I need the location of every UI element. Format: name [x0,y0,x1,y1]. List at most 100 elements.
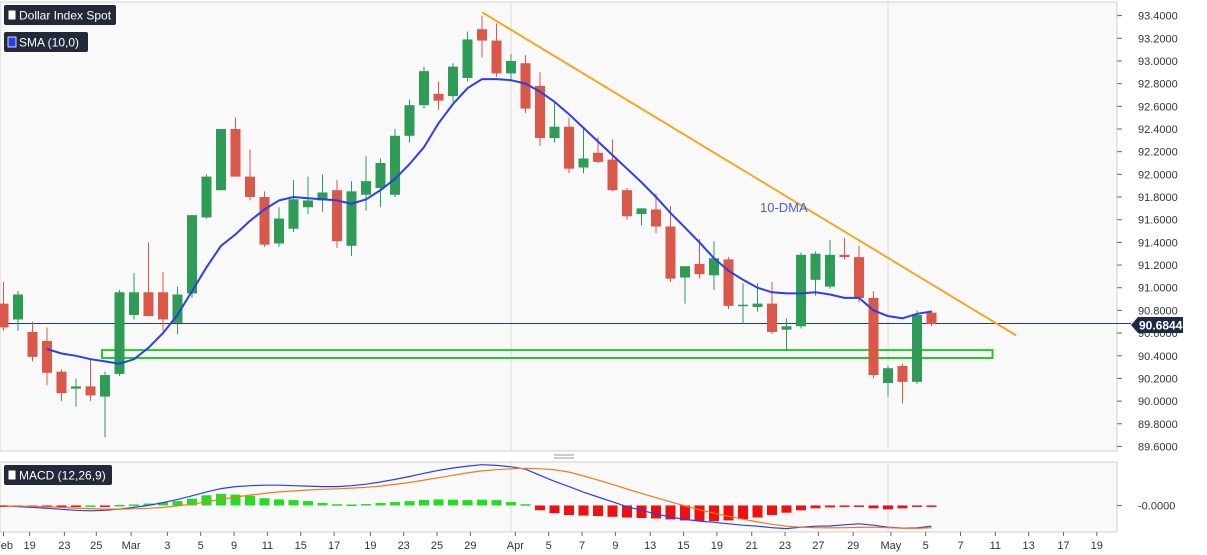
x-tick-label: 19 [364,540,376,552]
candle-body [390,135,400,195]
x-tick-label: 5 [546,540,552,552]
macd-line [3,464,932,530]
x-tick-label: Mar [122,540,141,552]
candle-body [926,312,937,325]
macd-histogram-bar [404,501,415,506]
macd-label: MACD (12,26,9) [4,465,112,485]
x-tick-label: 15 [295,540,307,552]
y-tick-label: 92.0000 [1138,169,1178,181]
candle-body [245,176,255,198]
macd-histogram-bar [303,501,313,506]
resistance-trendline [481,11,1017,337]
macd-indicator-label: MACD (12,26,9) [19,469,106,483]
candle-body [839,254,850,258]
y-tick-label: 93.2000 [1138,33,1178,45]
macd-histogram-bar [158,502,168,506]
candle-body [13,294,23,320]
x-tick-label: 13 [1023,540,1035,552]
macd-histogram-bar [767,505,777,516]
y-tick-label: 92.8000 [1138,79,1178,91]
candle-body [230,128,241,177]
macd-histogram-bar [897,505,908,509]
y-tick-label: 90.0000 [1138,396,1178,408]
candle-body [535,85,545,139]
macd-histogram-bar [332,504,342,506]
candle-body [752,303,763,308]
macd-panel: -0.0000 [0,461,1175,533]
candle-body [506,60,516,74]
macd-histogram-bar [419,499,429,506]
candle-body [810,253,821,280]
y-tick-label: 89.8000 [1138,419,1178,431]
macd-histogram-bar [172,501,183,506]
candle-body [477,29,487,41]
candle-body [346,191,357,246]
x-tick-label: 7 [579,540,585,552]
macd-histogram-bar [462,500,473,506]
macd-histogram-bar [854,505,864,507]
macd-histogram-bar [578,505,589,516]
y-tick-label: 91.8000 [1138,192,1178,204]
y-tick-label: 93.4000 [1138,11,1178,23]
x-tick-label: 21 [746,540,758,552]
macd-histogram-bar [839,505,850,507]
macd-histogram-bar [636,505,647,518]
candle-body [303,200,313,208]
macd-histogram-bar [796,505,806,511]
candle-body [665,226,676,279]
x-tick-label: 9 [231,540,237,552]
x-tick-label: 15 [677,540,689,552]
candle-body [549,126,560,139]
candle-body [462,39,473,78]
candle-body [143,292,154,317]
macd-histogram-bar [810,505,821,509]
candle-body [622,190,632,217]
candle-body [607,159,618,191]
candle-body [419,71,429,106]
x-tick-label: 19 [711,540,723,552]
x-tick-label: 13 [644,540,656,552]
macd-histogram-bar [752,505,763,518]
macd-histogram-bar [274,499,284,506]
candle-body [796,254,806,327]
ma-annotation: 10-DMA [760,200,808,215]
sma-indicator-label: SMA (10,0) [19,36,79,50]
candle-body [42,341,52,373]
candle-body [129,292,139,315]
candle-body [723,259,734,306]
macd-histogram-bar [607,505,618,517]
macd-plot-area [0,461,1118,533]
chart-title: Dollar Index Spot [19,9,112,23]
macd-histogram-bar [694,505,705,521]
y-tick-label: 90.8000 [1138,305,1178,317]
macd-histogram-bar [564,505,574,516]
x-tick-label: 7 [957,540,963,552]
candle-body [100,375,110,397]
x-tick-label: Feb [0,540,13,552]
title-label: Dollar Index Spot [4,5,116,25]
macd-histogram-bar [71,505,81,507]
macd-histogram-bar [651,505,661,519]
x-tick-label: 19 [1091,540,1103,552]
candle-body [404,105,415,136]
candle-body [825,254,835,287]
x-tick-label: 17 [328,540,340,552]
x-tick-label: 11 [262,540,273,552]
candle-body [361,181,371,195]
candle-body [636,208,647,215]
macd-histogram-bar [491,500,502,506]
macd-histogram-bar [738,505,748,520]
macd-histogram-bar [680,505,690,521]
candle-body [694,263,705,275]
price-panel: 93.4000 93.2000 93.0000 92.8000 92.6000 92.40… [0,1,1178,453]
candle-body [781,326,792,330]
macd-signal-line [3,467,932,530]
macd-histogram-bar [288,500,299,506]
candle-body [433,93,444,101]
macd-y-tick-label: -0.0000 [1138,500,1175,512]
macd-histogram-bar [42,505,52,507]
y-tick-label: 91.0000 [1138,283,1178,295]
x-axis: Feb 19 23 25 Mar 3 5 9 11 15 17 19 23 25 29 Apr 5 7 9 13 15 1… [0,532,1103,552]
x-tick-label: 23 [779,540,791,552]
candle-body [651,209,661,227]
